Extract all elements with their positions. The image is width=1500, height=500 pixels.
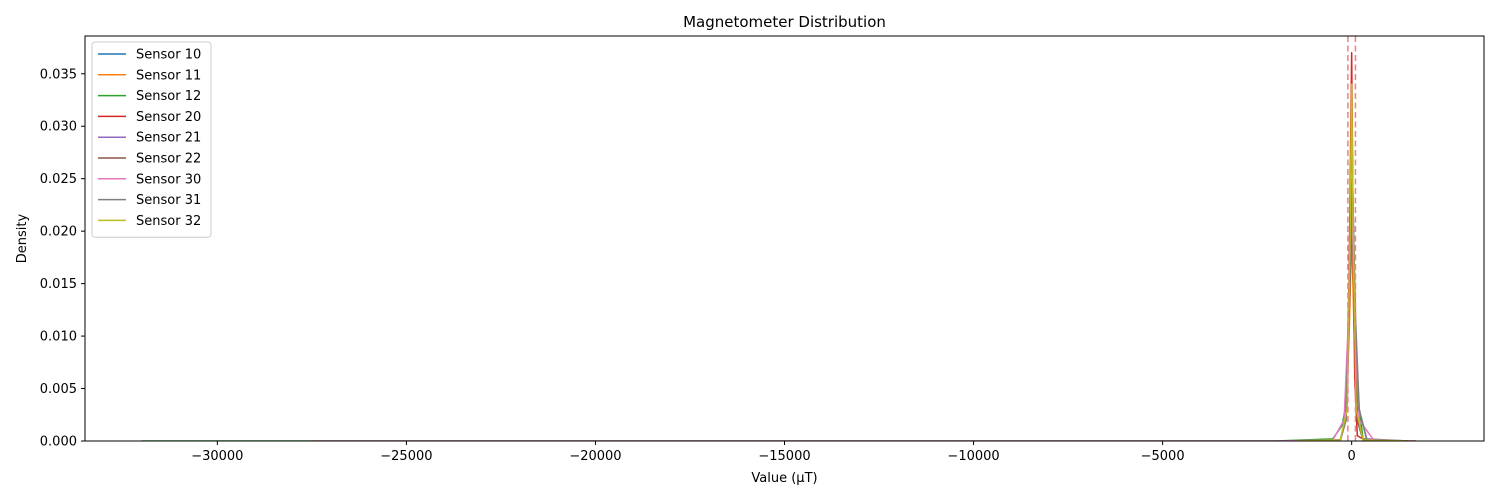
chart-title: Magnetometer Distribution bbox=[683, 13, 886, 31]
y-axis: 0.000 0.005 0.010 0.015 0.020 0.025 0.030 0.035 bbox=[40, 67, 85, 450]
x-tick-label: −20000 bbox=[569, 449, 621, 464]
x-tick-label: 0 bbox=[1348, 449, 1356, 464]
y-tick-label: 0.005 bbox=[40, 382, 77, 397]
y-tick-label: 0.030 bbox=[40, 120, 77, 135]
y-tick-label: 0.010 bbox=[40, 330, 77, 345]
legend-entry: Sensor 32 bbox=[136, 214, 201, 229]
y-tick-label: 0.020 bbox=[40, 225, 77, 240]
series-line-sensor-12 bbox=[141, 114, 1390, 441]
legend-entry: Sensor 30 bbox=[136, 172, 201, 187]
x-axis: −30000 −25000 −20000 −15000 −10000 −5000 0 bbox=[191, 441, 1356, 464]
x-tick-label: −15000 bbox=[758, 449, 810, 464]
plot-area-frame bbox=[84, 35, 1485, 442]
series-line-sensor-22 bbox=[1294, 219, 1409, 441]
series-line-sensor-30 bbox=[311, 188, 1375, 441]
x-tick-label: −10000 bbox=[947, 449, 999, 464]
y-tick-label: 0.035 bbox=[40, 67, 77, 82]
legend-entry: Sensor 20 bbox=[136, 110, 201, 125]
series-line-sensor-31 bbox=[1294, 177, 1409, 441]
legend-box bbox=[91, 41, 212, 238]
x-tick-label: −30000 bbox=[191, 449, 243, 464]
y-axis-label: Density bbox=[15, 213, 30, 263]
series-line-sensor-20 bbox=[1313, 52, 1416, 441]
legend-entry: Sensor 22 bbox=[136, 152, 201, 167]
legend-entry: Sensor 11 bbox=[136, 68, 201, 83]
y-tick-label: 0.015 bbox=[40, 277, 77, 292]
legend-entry: Sensor 31 bbox=[136, 193, 201, 208]
series-line-sensor-11 bbox=[1294, 230, 1409, 441]
legend-entry: Sensor 10 bbox=[136, 48, 201, 63]
legend: Sensor 10 Sensor 11 Sensor 12 Sensor 20 Sens… bbox=[91, 41, 212, 238]
legend-entry: Sensor 21 bbox=[136, 131, 201, 146]
x-tick-label: −25000 bbox=[380, 449, 432, 464]
x-axis-label: Value (µT) bbox=[751, 471, 817, 486]
x-tick-label: −5000 bbox=[1141, 449, 1185, 464]
y-tick-label: 0.000 bbox=[40, 435, 77, 450]
series-line-sensor-32 bbox=[1294, 83, 1409, 441]
y-tick-label: 0.025 bbox=[40, 172, 77, 187]
legend-entry: Sensor 12 bbox=[136, 89, 201, 104]
